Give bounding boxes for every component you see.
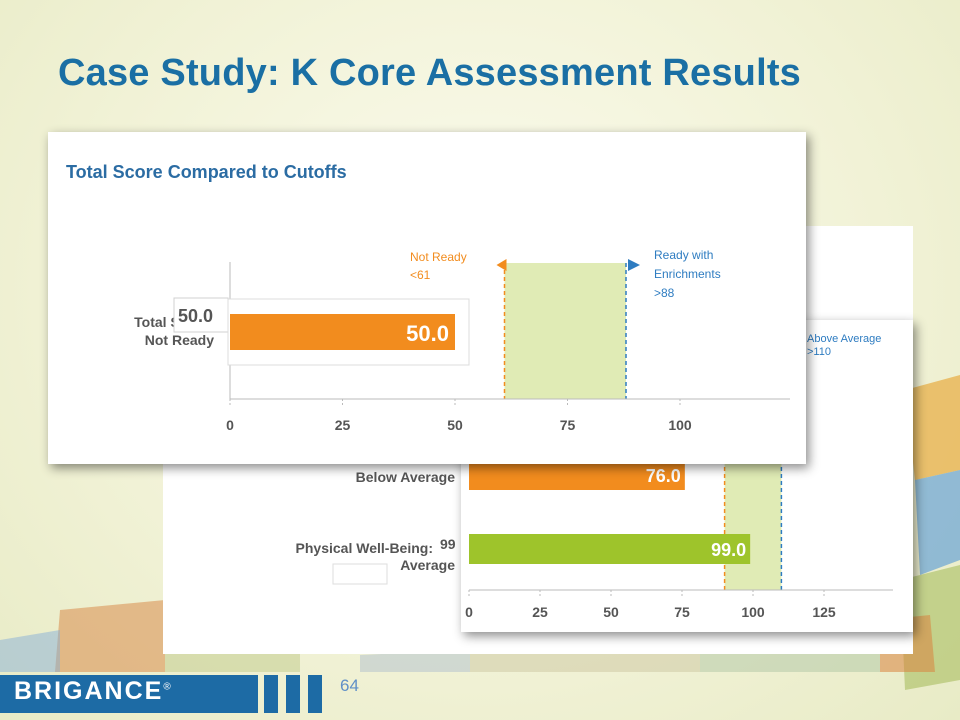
x-tick-label: 25 [532, 604, 548, 620]
band-rect [504, 263, 626, 399]
cutoff-label-ready-2: Enrichments [654, 267, 721, 281]
cutoff-label-ready-3: >88 [654, 286, 675, 300]
cutoff-label-above-2: >110 [807, 346, 831, 358]
category-label-physical: Physical Well-Being: [296, 540, 433, 556]
back-chart-labels: Below Average Physical Well-Being: Avera… [296, 469, 456, 585]
cutoff-label-not-ready-1: Not Ready [410, 250, 467, 264]
bar-physical-well-being [469, 534, 751, 564]
x-tick-label: 50 [603, 604, 619, 620]
chart-title: Total Score Compared to Cutoffs [66, 162, 347, 182]
callout-box [332, 563, 388, 585]
x-tick-label: 75 [560, 417, 576, 433]
x-tick-label: 125 [812, 604, 836, 620]
category-label-below-average: Below Average [356, 469, 456, 485]
brand-stripe [286, 675, 300, 713]
bar-below-average [469, 460, 685, 490]
slide-title: Case Study: K Core Assessment Results [58, 52, 802, 94]
category-label-not-ready: Not Ready [145, 332, 214, 348]
bar-value-label: 50.0 [406, 321, 449, 346]
value-callout-text: 50.0 [178, 306, 213, 326]
bar-value-label: 76.0 [646, 466, 681, 486]
cutoff-arrow-not-ready [496, 259, 507, 271]
x-tick-label: 0 [226, 417, 234, 433]
x-tick-label: 25 [335, 417, 351, 433]
bar-total-score [230, 314, 455, 350]
bar-value-label: 99.0 [711, 540, 746, 560]
value-callout-99: 99 [440, 536, 456, 552]
brand-logo: BRIGANCE® [14, 677, 173, 705]
x-tick-label: 50 [447, 417, 463, 433]
brand-bar [0, 675, 258, 713]
total-score-chart-card: Total Score Compared to Cutoffs Not Read… [48, 132, 806, 464]
x-tick-label: 0 [465, 604, 473, 620]
cutoff-label-not-ready-2: <61 [410, 268, 431, 282]
value-callout: 50.0 [173, 297, 229, 333]
brand-stripe [308, 675, 322, 713]
cutoff-label-above-1: Above Average [807, 333, 881, 345]
category-label-average: Average [400, 557, 455, 573]
x-tick-label: 100 [741, 604, 765, 620]
brand-stripe [264, 675, 278, 713]
page-number: 64 [340, 676, 359, 695]
x-tick-label: 100 [668, 417, 692, 433]
cutoff-arrow-ready [628, 259, 640, 271]
x-tick-label: 75 [674, 604, 690, 620]
total-score-chart: Total Score Compared to Cutoffs Not Read… [66, 162, 790, 433]
cutoff-label-ready-1: Ready with [654, 248, 713, 262]
